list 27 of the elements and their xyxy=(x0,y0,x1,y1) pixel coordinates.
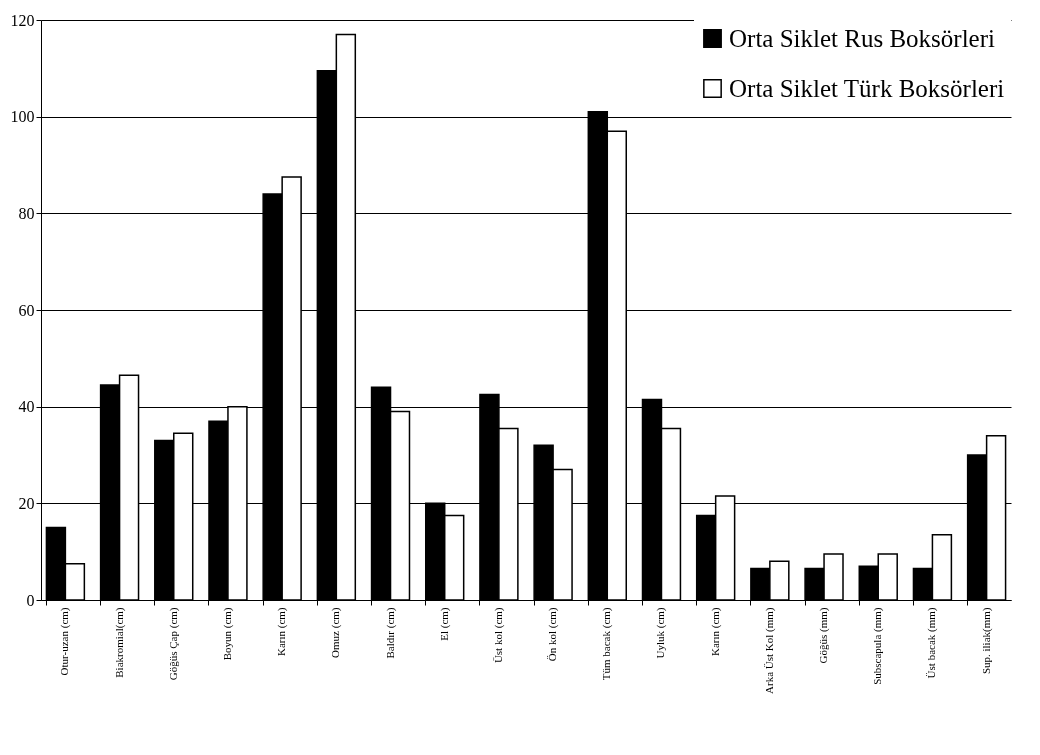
legend-label: Orta Siklet Türk Boksörleri xyxy=(729,74,1005,102)
x-tick-label: Otur-uzan (cm) xyxy=(58,607,72,676)
x-tick-label: Karın (cm) xyxy=(275,607,289,657)
x-tick-label: Arka Üst Kol (mm) xyxy=(762,607,776,694)
x-tick-label: Subscapula (mm) xyxy=(871,607,885,685)
x-tick-label: Karın (cm) xyxy=(708,607,722,657)
y-tick-label: 80 xyxy=(18,204,35,222)
y-tick-label: 120 xyxy=(10,11,35,29)
x-tick-label: Sup. iliak(mm) xyxy=(979,607,993,675)
x-tick-label: Üst kol (cm) xyxy=(491,607,505,664)
x-tick-label: Ön kol (cm) xyxy=(546,607,560,662)
x-tick-label: El (cm) xyxy=(437,607,451,641)
y-tick-label: 100 xyxy=(10,108,35,126)
y-tick-label: 0 xyxy=(26,591,35,609)
y-tick-label: 40 xyxy=(18,398,35,416)
x-tick-label: Baldır (cm) xyxy=(383,607,397,659)
y-tick-label: 60 xyxy=(18,301,35,319)
x-tick-label: Omuz (cm) xyxy=(329,607,343,658)
x-tick-label: Biakromial(cm) xyxy=(112,607,126,678)
x-tick-label: Boyun (cm) xyxy=(220,607,234,661)
x-tick-label: Göğüs Çap (cm) xyxy=(166,607,180,681)
x-tick-label: Uyluk (cm) xyxy=(654,607,668,659)
x-tick-label: Üst bacak (mm) xyxy=(925,607,939,679)
x-tick-label: Göğüs (mm) xyxy=(817,607,831,664)
y-tick-label: 20 xyxy=(18,494,35,512)
x-tick-label: Tüm bacak (cm) xyxy=(600,607,614,681)
legend-label: Orta Siklet Rus Boksörleri xyxy=(729,24,996,52)
